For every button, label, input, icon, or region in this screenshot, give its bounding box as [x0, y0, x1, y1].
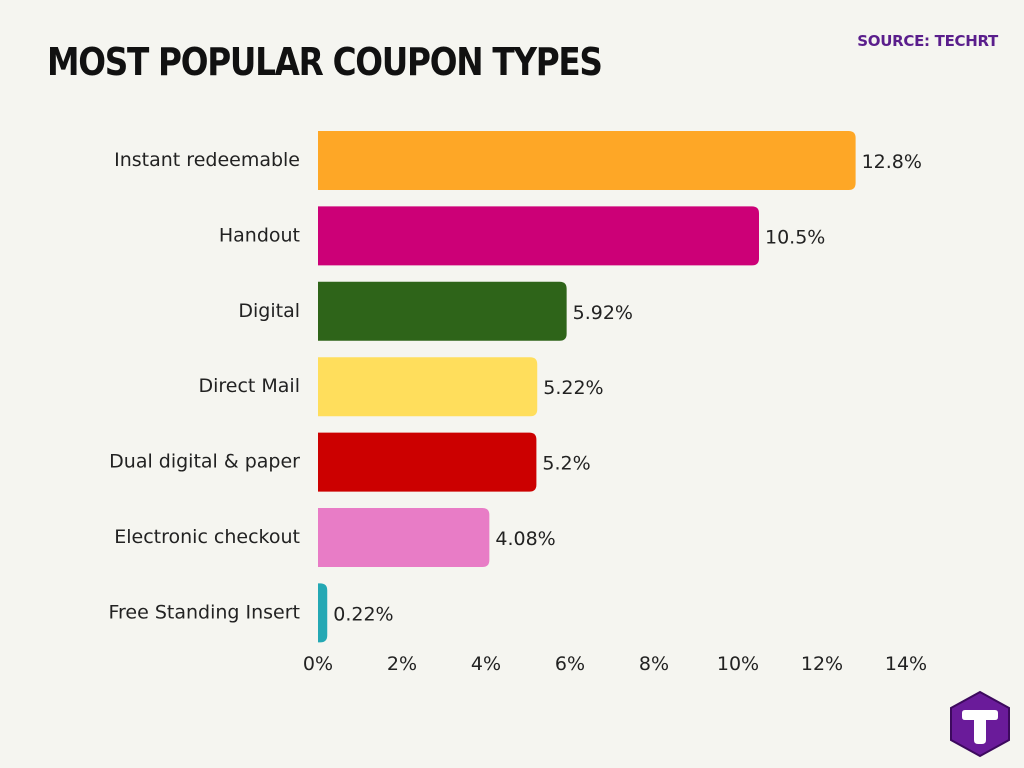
x-tick-label-12: 12%: [801, 653, 843, 675]
bar-chart: Instant redeemable Handout Digital Direct M…: [108, 131, 927, 675]
bar-digital: [318, 281, 567, 341]
value-label-handout: 10.5%: [765, 226, 825, 248]
value-label-digital: 5.92%: [573, 302, 633, 324]
category-label-electronic-checkout: Electronic checkout: [114, 526, 300, 548]
x-tick-label-6: 6%: [555, 653, 585, 675]
value-labels-group: 12.8% 10.5% 5.92% 5.22% 5.2% 4.08% 0.22%: [333, 151, 922, 625]
category-label-instant-redeemable: Instant redeemable: [114, 149, 300, 171]
category-label-dual-digital-paper: Dual digital & paper: [109, 451, 300, 473]
x-axis-ticks-group: 0% 2% 4% 6% 8% 10% 12% 14%: [303, 653, 927, 675]
value-label-direct-mail: 5.22%: [543, 377, 603, 399]
x-tick-label-4: 4%: [471, 653, 501, 675]
x-tick-label-0: 0%: [303, 653, 333, 675]
source-label: SOURCE: TECHRT: [857, 32, 998, 50]
techrt-logo-icon: [950, 690, 1010, 758]
value-label-electronic-checkout: 4.08%: [495, 528, 555, 550]
bar-free-standing-insert: [318, 583, 328, 643]
category-label-handout: Handout: [219, 224, 300, 246]
x-tick-label-2: 2%: [387, 653, 417, 675]
category-labels-group: Instant redeemable Handout Digital Direct M…: [108, 149, 300, 623]
category-label-digital: Digital: [238, 300, 300, 322]
value-label-instant-redeemable: 12.8%: [862, 151, 922, 173]
x-tick-label-10: 10%: [717, 653, 759, 675]
bars-group: [318, 131, 856, 643]
chart-title: MOST POPULAR COUPON TYPES: [47, 40, 603, 84]
x-tick-label-14: 14%: [885, 653, 927, 675]
x-tick-label-8: 8%: [639, 653, 669, 675]
category-label-free-standing-insert: Free Standing Insert: [108, 601, 300, 623]
bar-electronic-checkout: [318, 508, 490, 567]
bar-dual-digital-paper: [318, 432, 537, 492]
bar-instant-redeemable: [318, 131, 856, 190]
bar-handout: [318, 206, 759, 266]
value-label-dual-digital-paper: 5.2%: [542, 453, 590, 475]
category-label-direct-mail: Direct Mail: [198, 375, 300, 397]
bar-direct-mail: [318, 357, 538, 417]
value-label-free-standing-insert: 0.22%: [333, 603, 393, 625]
